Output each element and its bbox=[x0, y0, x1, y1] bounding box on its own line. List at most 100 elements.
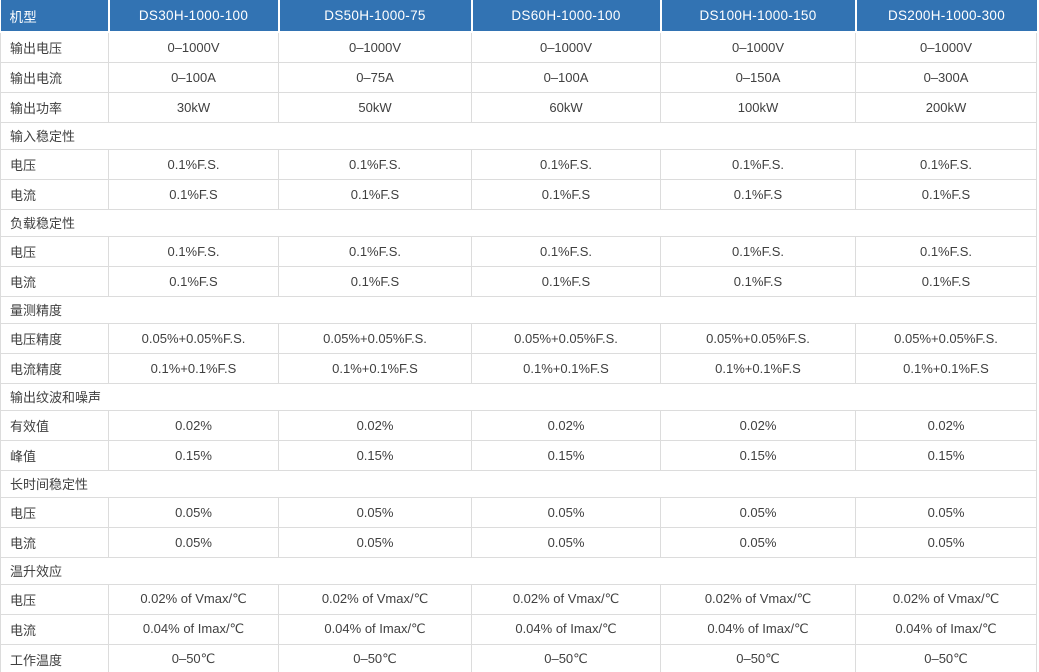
table-row: 输出电流 0–100A 0–75A 0–100A 0–150A 0–300A bbox=[0, 61, 1037, 93]
row-label: 输出功率 bbox=[0, 91, 109, 123]
spec-value: 0.05%+0.05%F.S. bbox=[278, 322, 472, 354]
spec-value: 0–1000V bbox=[278, 31, 472, 63]
spec-value: 0.1%F.S bbox=[108, 178, 279, 210]
spec-value: 0–1000V bbox=[108, 31, 279, 63]
spec-value: 30kW bbox=[108, 91, 279, 123]
spec-value: 0–1000V bbox=[471, 31, 661, 63]
section-header-row: 输出纹波和噪声 bbox=[0, 382, 1037, 411]
spec-value: 0.1%F.S bbox=[278, 178, 472, 210]
spec-value: 0.1%F.S bbox=[855, 265, 1037, 297]
model-header-ds60h: DS60H-1000-100 bbox=[471, 0, 662, 33]
spec-table-body: 输出电压 0–1000V 0–1000V 0–1000V 0–1000V 0–1000V 输… bbox=[0, 31, 1037, 672]
spec-value: 0.05%+0.05%F.S. bbox=[660, 322, 856, 354]
section-header-row: 长时间稳定性 bbox=[0, 469, 1037, 498]
spec-value: 0.1%F.S bbox=[108, 265, 279, 297]
model-header-ds100h: DS100H-1000-150 bbox=[660, 0, 857, 33]
spec-value: 0.02% bbox=[855, 409, 1037, 441]
spec-value: 0.02% bbox=[660, 409, 856, 441]
spec-value: 0.05%+0.05%F.S. bbox=[108, 322, 279, 354]
spec-value: 0.04% of Imax/℃ bbox=[855, 613, 1037, 645]
spec-value: 0.1%F.S bbox=[660, 178, 856, 210]
spec-value: 0–150A bbox=[660, 61, 856, 93]
spec-value: 0.1%F.S. bbox=[278, 148, 472, 180]
table-row: 电流 0.05% 0.05% 0.05% 0.05% 0.05% bbox=[0, 526, 1037, 558]
spec-value: 0.05%+0.05%F.S. bbox=[471, 322, 661, 354]
spec-value: 0.15% bbox=[471, 439, 661, 471]
spec-value: 0.1%+0.1%F.S bbox=[278, 352, 472, 384]
spec-value: 0.05% bbox=[108, 496, 279, 528]
table-row: 电压 0.1%F.S. 0.1%F.S. 0.1%F.S. 0.1%F.S. 0.1%F.… bbox=[0, 235, 1037, 267]
spec-value: 0.02% bbox=[471, 409, 661, 441]
row-label: 电压精度 bbox=[0, 322, 109, 354]
spec-value: 0.1%F.S bbox=[855, 178, 1037, 210]
spec-value: 0–1000V bbox=[660, 31, 856, 63]
spec-value: 0.05% bbox=[108, 526, 279, 558]
table-row: 峰值 0.15% 0.15% 0.15% 0.15% 0.15% bbox=[0, 439, 1037, 471]
spec-value: 0.15% bbox=[278, 439, 472, 471]
spec-value: 60kW bbox=[471, 91, 661, 123]
spec-value: 200kW bbox=[855, 91, 1037, 123]
spec-value: 0.02% of Vmax/℃ bbox=[660, 583, 856, 615]
spec-value: 0–50℃ bbox=[660, 643, 856, 672]
spec-value: 0–75A bbox=[278, 61, 472, 93]
spec-value: 0.1%+0.1%F.S bbox=[471, 352, 661, 384]
spec-value: 0.05% bbox=[278, 526, 472, 558]
row-label: 工作温度 bbox=[0, 643, 109, 672]
spec-value: 0.1%F.S bbox=[278, 265, 472, 297]
row-label: 电流 bbox=[0, 265, 109, 297]
spec-value: 0.02% of Vmax/℃ bbox=[108, 583, 279, 615]
spec-value: 0.05% bbox=[278, 496, 472, 528]
section-label: 输出纹波和噪声 bbox=[0, 382, 1037, 411]
spec-value: 0.02% of Vmax/℃ bbox=[471, 583, 661, 615]
spec-value: 0–50℃ bbox=[108, 643, 279, 672]
row-label: 电流 bbox=[0, 613, 109, 645]
spec-value: 0.1%F.S. bbox=[855, 235, 1037, 267]
spec-value: 0.04% of Imax/℃ bbox=[108, 613, 279, 645]
spec-value: 0.04% of Imax/℃ bbox=[471, 613, 661, 645]
section-label: 温升效应 bbox=[0, 556, 1037, 585]
table-row: 有效值 0.02% 0.02% 0.02% 0.02% 0.02% bbox=[0, 409, 1037, 441]
table-row: 电压 0.02% of Vmax/℃ 0.02% of Vmax/℃ 0.02% of… bbox=[0, 583, 1037, 615]
row-label: 输出电压 bbox=[0, 31, 109, 63]
model-header-ds30h: DS30H-1000-100 bbox=[108, 0, 280, 33]
spec-value: 0–50℃ bbox=[278, 643, 472, 672]
table-row: 输出电压 0–1000V 0–1000V 0–1000V 0–1000V 0–1000V bbox=[0, 31, 1037, 63]
spec-value: 0.1%F.S. bbox=[471, 235, 661, 267]
spec-value: 0.05% bbox=[471, 496, 661, 528]
row-label: 电流 bbox=[0, 526, 109, 558]
spec-value: 0.05% bbox=[855, 496, 1037, 528]
row-label: 电流精度 bbox=[0, 352, 109, 384]
section-label: 负载稳定性 bbox=[0, 208, 1037, 237]
spec-value: 0–100A bbox=[108, 61, 279, 93]
spec-value: 0.05%+0.05%F.S. bbox=[855, 322, 1037, 354]
section-header-row: 量测精度 bbox=[0, 295, 1037, 324]
table-row: 电压精度 0.05%+0.05%F.S. 0.05%+0.05%F.S. 0.05%+… bbox=[0, 322, 1037, 354]
spec-value: 0.04% of Imax/℃ bbox=[278, 613, 472, 645]
section-header-row: 温升效应 bbox=[0, 556, 1037, 585]
spec-value: 0.15% bbox=[660, 439, 856, 471]
spec-value: 0.02% bbox=[108, 409, 279, 441]
spec-value: 0.02% bbox=[278, 409, 472, 441]
table-row: 工作温度 0–50℃ 0–50℃ 0–50℃ 0–50℃ 0–50℃ bbox=[0, 643, 1037, 672]
spec-value: 0–300A bbox=[855, 61, 1037, 93]
row-label: 电压 bbox=[0, 148, 109, 180]
header-row: 机型 DS30H-1000-100 DS50H-1000-75 DS60H-10… bbox=[0, 0, 1037, 33]
table-row: 电压 0.05% 0.05% 0.05% 0.05% 0.05% bbox=[0, 496, 1037, 528]
spec-value: 0–100A bbox=[471, 61, 661, 93]
spec-table-header: 机型 DS30H-1000-100 DS50H-1000-75 DS60H-10… bbox=[0, 0, 1037, 33]
model-header-ds200h: DS200H-1000-300 bbox=[855, 0, 1037, 33]
table-row: 输出功率 30kW 50kW 60kW 100kW 200kW bbox=[0, 91, 1037, 123]
table-row: 电流精度 0.1%+0.1%F.S 0.1%+0.1%F.S 0.1%+0.1%F.S… bbox=[0, 352, 1037, 384]
spec-value: 0.1%F.S. bbox=[108, 235, 279, 267]
model-column-header: 机型 bbox=[0, 0, 110, 33]
row-label: 输出电流 bbox=[0, 61, 109, 93]
spec-value: 0–50℃ bbox=[855, 643, 1037, 672]
spec-value: 0.1%F.S bbox=[660, 265, 856, 297]
spec-value: 0.1%F.S. bbox=[855, 148, 1037, 180]
spec-value: 0.05% bbox=[471, 526, 661, 558]
section-label: 输入稳定性 bbox=[0, 121, 1037, 150]
spec-value: 0.1%+0.1%F.S bbox=[660, 352, 856, 384]
spec-value: 0.05% bbox=[660, 526, 856, 558]
spec-value: 0.1%F.S. bbox=[471, 148, 661, 180]
row-label: 电流 bbox=[0, 178, 109, 210]
